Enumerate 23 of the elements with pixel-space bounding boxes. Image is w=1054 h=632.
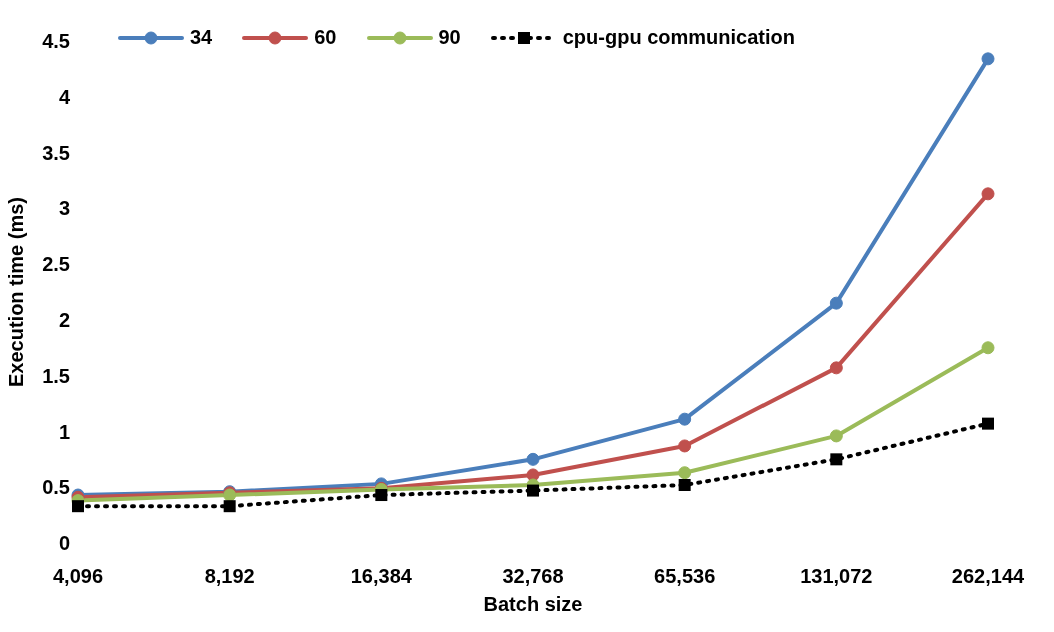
y-tick-label: 4 (58, 85, 71, 108)
x-tick-label: 16,384 (350, 565, 413, 588)
legend-label: 90 (438, 26, 461, 49)
y-tick-label: 0.5 (42, 476, 70, 499)
x-tick-label: 65,536 (654, 565, 716, 588)
x-tick-label: 262,144 (951, 565, 1026, 588)
y-tick-label: 3 (58, 197, 70, 220)
x-axis-title: Batch size (483, 593, 583, 615)
x-tick-label: 8,192 (204, 565, 255, 588)
y-axis-title: Execution time (ms) (5, 196, 28, 388)
y-tick-label: 0 (58, 532, 70, 555)
y-tick-label: 2.5 (42, 253, 70, 276)
y-tick-label: 3.5 (42, 141, 70, 164)
y-tick-label: 2 (58, 308, 70, 331)
legend-label: 60 (314, 26, 337, 49)
legend-label: cpu-gpu communication (562, 26, 795, 49)
y-tick-label: 1 (58, 420, 70, 443)
y-tick-label: 4.5 (42, 30, 70, 53)
x-tick-label: 32,768 (502, 565, 564, 588)
y-tick-label: 1.5 (42, 364, 70, 387)
x-tick-label: 131,072 (800, 565, 873, 588)
legend-label: 34 (190, 26, 213, 49)
x-tick-label: 4,096 (52, 565, 104, 588)
